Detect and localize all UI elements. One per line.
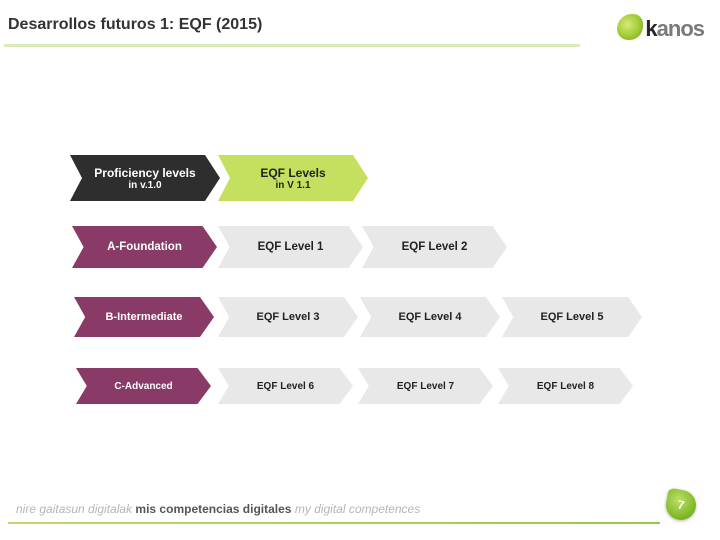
eqf-diagram: Proficiency levels in v.1.0 EQF Levels i… [70, 155, 670, 439]
logo-rest: anos [657, 16, 704, 41]
logo-swirl-icon [617, 14, 643, 40]
footer-tagline: nire gaitasun digitalak mis competencias… [16, 502, 420, 516]
chevron-eqf-8: EQF Level 8 [498, 368, 633, 404]
diagram-row-advanced: C-Advanced EQF Level 6 EQF Level 7 EQF L… [70, 368, 670, 424]
chevron-b-intermediate: B-Intermediate [74, 297, 214, 337]
slide-header: Desarrollos futuros 1: EQF (2015) kanos [0, 10, 720, 50]
chevron-label: EQF Level 1 [258, 241, 324, 253]
chevron-a-foundation: A-Foundation [72, 226, 217, 268]
diagram-row-foundation: A-Foundation EQF Level 1 EQF Level 2 [70, 226, 670, 282]
chevron-label: C-Advanced [114, 381, 172, 392]
chevron-title: Proficiency levels [94, 166, 195, 180]
chevron-eqf-5: EQF Level 5 [502, 297, 642, 337]
chevron-eqf-4: EQF Level 4 [360, 297, 500, 337]
chevron-label: EQF Level 4 [399, 311, 462, 323]
chevron-label: EQF Level 8 [537, 381, 594, 392]
slide-footer: nire gaitasun digitalak mis competencias… [0, 486, 720, 526]
page-title: Desarrollos futuros 1: EQF (2015) [8, 16, 262, 34]
chevron-subtitle: in V 1.1 [275, 180, 310, 191]
logo-letter-k: k [645, 16, 656, 41]
page-number-badge: 7 [664, 488, 699, 523]
chevron-subtitle: in v.1.0 [128, 180, 161, 191]
page-number: 7 [676, 498, 685, 513]
chevron-label: EQF Level 3 [257, 311, 320, 323]
chevron-eqf-2: EQF Level 2 [362, 226, 507, 268]
tagline-basque: nire gaitasun digitalak [16, 502, 135, 516]
title-underline [4, 44, 580, 47]
chevron-label: EQF Level 2 [402, 241, 468, 253]
footer-rule [8, 522, 660, 524]
chevron-title: EQF Levels [260, 166, 325, 180]
chevron-eqf-1: EQF Level 1 [218, 226, 363, 268]
tagline-spanish: mis competencias digitales [135, 502, 294, 516]
chevron-label: EQF Level 5 [541, 311, 604, 323]
brand-logo: kanos [617, 14, 704, 42]
chevron-eqf-7: EQF Level 7 [358, 368, 493, 404]
tagline-english: my digital competences [295, 502, 420, 516]
chevron-eqf-header: EQF Levels in V 1.1 [218, 155, 368, 201]
chevron-label: B-Intermediate [105, 311, 182, 323]
chevron-eqf-6: EQF Level 6 [218, 368, 353, 404]
chevron-proficiency-header: Proficiency levels in v.1.0 [70, 155, 220, 201]
diagram-row-header: Proficiency levels in v.1.0 EQF Levels i… [70, 155, 670, 211]
chevron-label: A-Foundation [107, 241, 182, 253]
chevron-eqf-3: EQF Level 3 [218, 297, 358, 337]
chevron-label: EQF Level 6 [257, 381, 314, 392]
chevron-label: EQF Level 7 [397, 381, 454, 392]
chevron-c-advanced: C-Advanced [76, 368, 211, 404]
diagram-row-intermediate: B-Intermediate EQF Level 3 EQF Level 4 E… [70, 297, 670, 353]
